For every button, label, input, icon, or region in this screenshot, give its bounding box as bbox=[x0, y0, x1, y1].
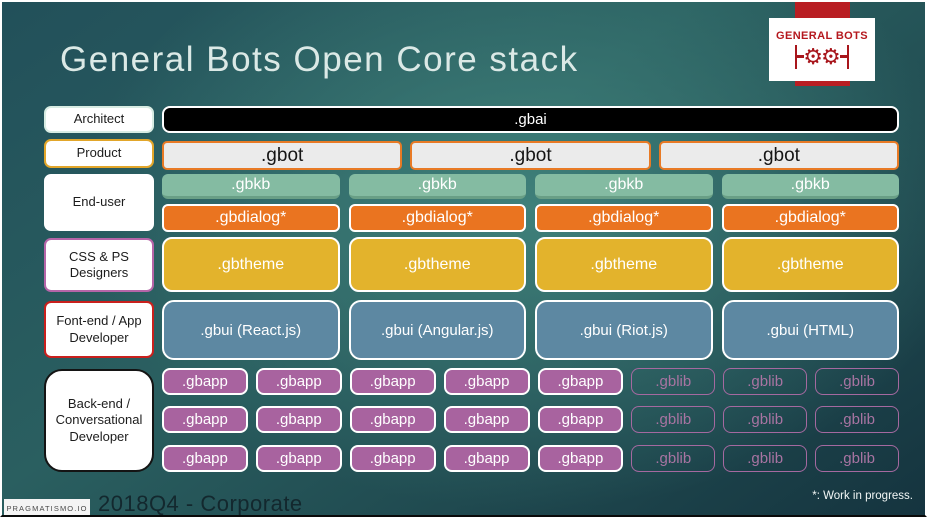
role-label-frontend-developer: Font-end / App Developer bbox=[44, 301, 154, 358]
backend-row-2: .gbapp .gbapp .gbapp .gbapp .gbapp .gbli… bbox=[162, 406, 899, 433]
gbdialog-box: .gbdialog* bbox=[348, 204, 526, 232]
role-label-backend-developer: Back-end / Conversational Developer bbox=[44, 369, 154, 472]
gbapp-box: .gbapp bbox=[537, 406, 624, 433]
gbui-box: .gbui (Angular.js) bbox=[348, 300, 526, 360]
gbapp-box: .gbapp bbox=[349, 445, 436, 472]
gbkb-row: .gbkb .gbkb .gbkb .gbkb bbox=[162, 174, 899, 199]
gblib-box: .gblib bbox=[723, 406, 808, 433]
gear-icon: ⚙ bbox=[821, 43, 841, 69]
role-label-end-user: End-user bbox=[44, 174, 154, 231]
gbkb-box: .gbkb bbox=[721, 174, 899, 199]
gbkb-box: .gbkb bbox=[535, 174, 713, 199]
gear-bar-right-icon bbox=[846, 44, 850, 69]
gbapp-box: .gbapp bbox=[255, 368, 342, 395]
gbapp-box: .gbapp bbox=[537, 445, 624, 472]
role-label-text: Back-end / Conversational Developer bbox=[55, 396, 143, 444]
logo-wordmark: GENERAL BOTS bbox=[776, 29, 868, 42]
gbapp-box: .gbapp bbox=[443, 368, 530, 395]
backend-row-1: .gbapp .gbapp .gbapp .gbapp .gbapp .gbli… bbox=[162, 368, 899, 395]
gbui-row: .gbui (React.js) .gbui (Angular.js) .gbu… bbox=[162, 300, 899, 360]
general-bots-logo: GENERAL BOTS ⚙ ⚙ bbox=[769, 18, 875, 81]
gbapp-box: .gbapp bbox=[537, 368, 624, 395]
gbapp-box: .gbapp bbox=[255, 406, 342, 433]
gblib-box: .gblib bbox=[815, 406, 899, 433]
role-label-architect: Architect bbox=[44, 106, 154, 133]
gbapp-box: .gbapp bbox=[349, 406, 436, 433]
gear-tick-left-icon bbox=[797, 55, 805, 58]
gblib-box: .gblib bbox=[631, 406, 716, 433]
gbdialog-row: .gbdialog* .gbdialog* .gbdialog* .gbdial… bbox=[162, 204, 899, 232]
gbdialog-box: .gbdialog* bbox=[535, 204, 713, 232]
gbapp-box: .gbapp bbox=[162, 445, 248, 472]
pragmatismo-watermark: PRAGMATISMO.IO bbox=[4, 499, 90, 515]
gbot-box: .gbot bbox=[162, 141, 403, 170]
gbai-box: .gbai bbox=[162, 106, 899, 133]
gblib-box: .gblib bbox=[723, 368, 808, 395]
role-label-text: End-user bbox=[72, 194, 126, 210]
gbui-box: .gbui (HTML) bbox=[721, 300, 899, 360]
gbkb-box: .gbkb bbox=[162, 174, 340, 199]
gbapp-box: .gbapp bbox=[162, 368, 248, 395]
gbdialog-box: .gbdialog* bbox=[162, 204, 340, 232]
gbot-box: .gbot bbox=[658, 141, 899, 170]
role-label-text: Product bbox=[76, 145, 122, 161]
work-in-progress-note: *: Work in progress. bbox=[812, 490, 913, 502]
page-title: General Bots Open Core stack bbox=[60, 40, 579, 79]
gbapp-box: .gbapp bbox=[443, 445, 530, 472]
gbtheme-row: .gbtheme .gbtheme .gbtheme .gbtheme bbox=[162, 237, 899, 292]
gbapp-box: .gbapp bbox=[255, 445, 342, 472]
gbapp-box: .gbapp bbox=[349, 368, 436, 395]
gblib-box: .gblib bbox=[631, 445, 716, 472]
role-label-text: CSS & PS Designers bbox=[69, 248, 129, 280]
gbkb-box: .gbkb bbox=[348, 174, 526, 199]
gbtheme-box: .gbtheme bbox=[348, 237, 526, 292]
gblib-box: .gblib bbox=[723, 445, 808, 472]
gblib-box: .gblib bbox=[631, 368, 716, 395]
gbapp-box: .gbapp bbox=[443, 406, 530, 433]
gbai-row: .gbai bbox=[162, 106, 899, 133]
role-label-product: Product bbox=[44, 139, 154, 168]
gbot-row: .gbot .gbot .gbot bbox=[162, 141, 899, 170]
gbtheme-box: .gbtheme bbox=[535, 237, 713, 292]
gbtheme-box: .gbtheme bbox=[721, 237, 899, 292]
gbot-box: .gbot bbox=[410, 141, 651, 170]
footer-version-text: 2018Q4 - Corporate bbox=[98, 491, 303, 516]
gear-tick-right-icon bbox=[839, 55, 847, 58]
role-label-text: Architect bbox=[73, 111, 125, 127]
role-label-designers: CSS & PS Designers bbox=[44, 238, 154, 292]
gblib-box: .gblib bbox=[815, 368, 899, 395]
role-label-text: Font-end / App Developer bbox=[56, 313, 142, 345]
gblib-box: .gblib bbox=[815, 445, 899, 472]
gear-bar-left-icon bbox=[794, 44, 798, 69]
gbdialog-box: .gbdialog* bbox=[721, 204, 899, 232]
gbapp-box: .gbapp bbox=[162, 406, 248, 433]
gears-icon: ⚙ ⚙ bbox=[794, 43, 850, 70]
gbui-box: .gbui (React.js) bbox=[162, 300, 340, 360]
gbui-box: .gbui (Riot.js) bbox=[535, 300, 713, 360]
backend-row-3: .gbapp .gbapp .gbapp .gbapp .gbapp .gbli… bbox=[162, 445, 899, 472]
gbtheme-box: .gbtheme bbox=[162, 237, 340, 292]
gear-icon: ⚙ bbox=[803, 43, 823, 69]
